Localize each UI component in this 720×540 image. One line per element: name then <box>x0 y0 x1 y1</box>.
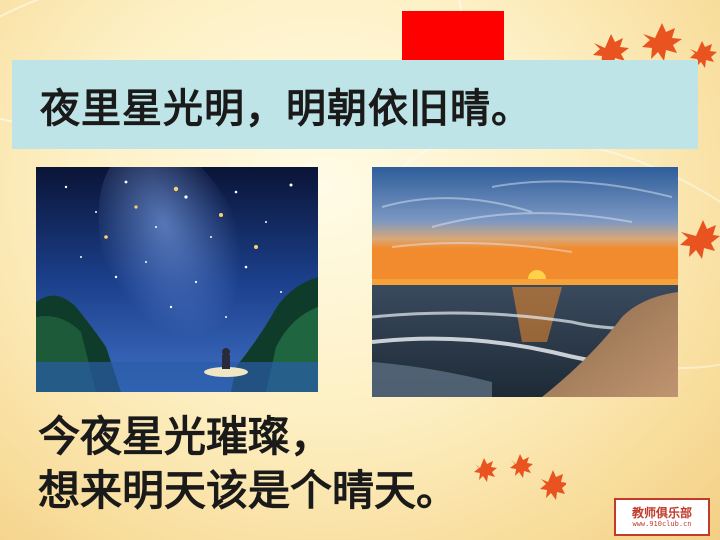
maple-leaf-icon <box>680 220 720 259</box>
club-logo: 教师俱乐部 www.910club.cn <box>614 498 710 536</box>
maple-leaves-bottom-decoration <box>474 454 566 500</box>
maple-leaf-side-decoration <box>680 220 720 259</box>
slide-title: 夜里星光明，明朝依旧晴。 <box>40 85 532 132</box>
title-banner: 夜里星光明，明朝依旧晴。 <box>12 60 698 149</box>
red-accent-block <box>402 11 504 63</box>
maple-leaf-icon <box>593 34 629 68</box>
poem-line-1: 今夜星光璀璨， <box>38 412 333 461</box>
maple-leaf-icon <box>474 458 497 482</box>
logo-main-text: 教师俱乐部 <box>631 505 692 520</box>
maple-leaf-icon <box>642 23 682 61</box>
poem-line-2: 想来明天该是个晴天。 <box>38 466 459 515</box>
starry-night-image <box>36 167 318 392</box>
sunset-beach-image <box>372 167 678 397</box>
maple-leaf-icon <box>540 470 566 500</box>
maple-leaf-icon <box>510 454 533 478</box>
logo-url-text: www.910club.cn <box>632 519 692 528</box>
poem-text: 今夜星光璀璨， 想来明天该是个晴天。 <box>38 410 458 518</box>
